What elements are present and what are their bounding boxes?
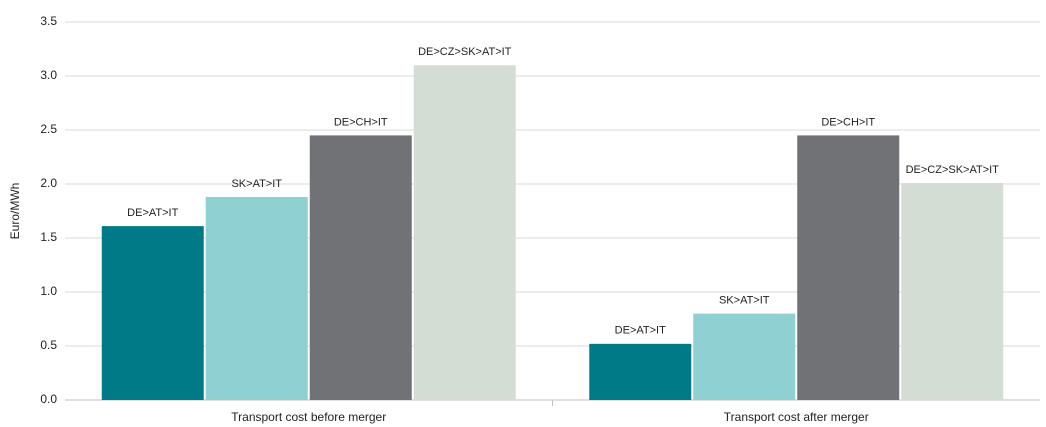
- y-axis-label: Euro/MWh: [8, 183, 22, 240]
- bar-label: SK>AT>IT: [719, 295, 770, 307]
- bar: [901, 182, 1004, 400]
- y-tick-label: 0.0: [40, 392, 57, 406]
- bar: [101, 226, 204, 400]
- bar-label: DE>CZ>SK>AT>IT: [906, 164, 1000, 176]
- x-tick-label: Transport cost after merger: [724, 410, 869, 424]
- bar: [205, 196, 308, 400]
- bar-label: DE>CH>IT: [334, 116, 388, 128]
- bar-label: DE>CZ>SK>AT>IT: [418, 46, 512, 58]
- y-tick-label: 2.5: [40, 122, 57, 136]
- bar: [589, 343, 692, 400]
- y-tick-label: 3.0: [40, 68, 57, 82]
- bar-label: SK>AT>IT: [231, 178, 282, 190]
- bar-label: DE>CH>IT: [821, 116, 875, 128]
- y-tick-label: 3.5: [40, 14, 57, 28]
- bar-label: DE>AT>IT: [127, 207, 178, 219]
- bar: [309, 135, 412, 400]
- y-tick-label: 2.0: [40, 176, 57, 190]
- y-tick-label: 1.5: [40, 230, 57, 244]
- bar: [693, 313, 796, 400]
- bar: [797, 135, 900, 400]
- y-tick-label: 1.0: [40, 284, 57, 298]
- x-tick-label: Transport cost before merger: [231, 410, 386, 424]
- y-tick-label: 0.5: [40, 338, 57, 352]
- bar-label: DE>AT>IT: [615, 325, 666, 337]
- bar: [413, 65, 516, 400]
